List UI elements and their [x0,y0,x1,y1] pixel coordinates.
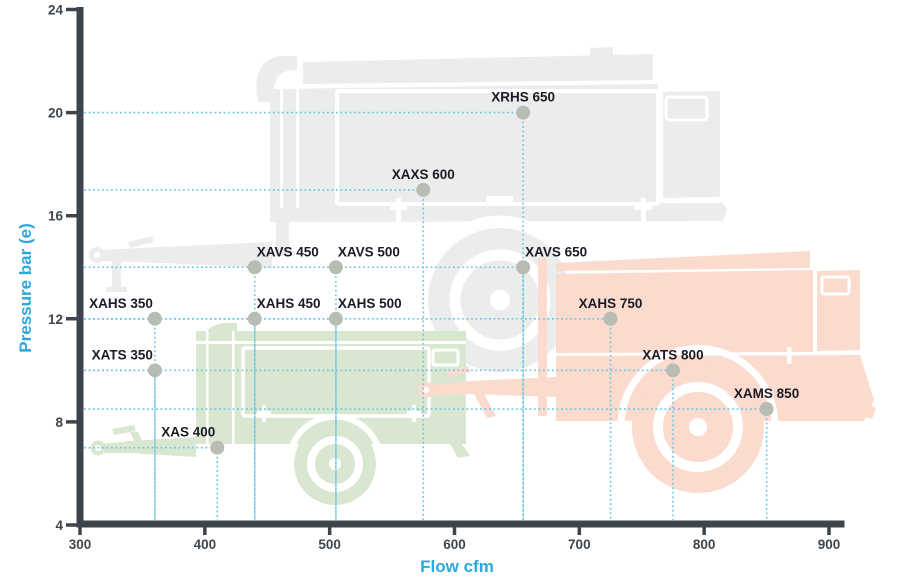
point-labels: XAS 400 XATS 350 XAHS 350 XAVS 450 XAHS 450 X… [89,90,799,440]
point-label-xaxs-600: XAXS 600 [392,167,455,182]
compressor-silhouette-green [90,323,470,505]
x-tick-label: 700 [568,537,591,552]
x-tick-label: 500 [318,537,341,552]
point-label-xahs-500: XAHS 500 [338,296,402,311]
x-tick-label: 900 [818,537,841,552]
point-label-xrhs-650: XRHS 650 [491,90,555,105]
y-axis-title: Pressure bar (e) [16,223,35,352]
point-label-xams-850: XAMS 850 [734,386,799,401]
data-point-xrhs-650 [516,105,531,120]
data-point-xahs-450 [247,311,262,326]
point-label-xahs-450: XAHS 450 [257,296,321,311]
y-tick-label: 16 [48,209,64,224]
x-tick-label: 600 [443,537,466,552]
data-point-xats-800 [665,363,680,378]
salmon-towbar [429,377,556,397]
x-axis-line [76,520,845,528]
point-label-xahs-350: XAHS 350 [89,296,153,311]
compressor-silhouette-salmon [418,251,876,493]
point-label-xas-400: XAS 400 [161,425,215,440]
x-axis-title: Flow cfm [420,557,494,576]
data-point-xahs-500 [328,311,343,326]
data-point-xahs-750 [603,311,618,326]
y-tick-label: 8 [55,415,63,430]
axes: 4 8 12 16 20 24 300 400 500 600 700 800 900 [48,3,845,552]
y-tick-label: 4 [55,518,63,533]
gray-towbar [100,242,272,268]
gray-duct-icon [256,56,297,102]
data-point-xavs-500 [328,260,343,275]
x-tick-label: 400 [194,537,217,552]
point-label-xavs-500: XAVS 500 [338,244,400,259]
data-point-xavs-450 [247,260,262,275]
y-tick-label: 12 [48,312,63,327]
data-point-xaxs-600 [416,182,431,197]
compressor-silhouette-gray [89,47,727,372]
data-point-xahs-350 [147,311,162,326]
point-label-xahs-750: XAHS 750 [579,296,643,311]
data-point-xas-400 [210,440,225,455]
data-point-xats-350 [147,363,162,378]
x-tick-label: 800 [693,537,716,552]
data-point-xavs-650 [516,260,531,275]
x-tick-label: 300 [69,537,92,552]
point-label-xavs-650: XAVS 650 [525,244,587,259]
guide-lines [84,111,768,520]
point-label-xavs-450: XAVS 450 [257,244,319,259]
data-point-xams-850 [759,402,774,417]
y-tick-label: 20 [48,106,63,121]
point-label-xats-800: XATS 800 [642,347,703,362]
y-axis-line [76,7,84,528]
y-tick-label: 24 [48,3,64,18]
point-label-xats-350: XATS 350 [92,347,153,362]
data-points [147,105,774,455]
